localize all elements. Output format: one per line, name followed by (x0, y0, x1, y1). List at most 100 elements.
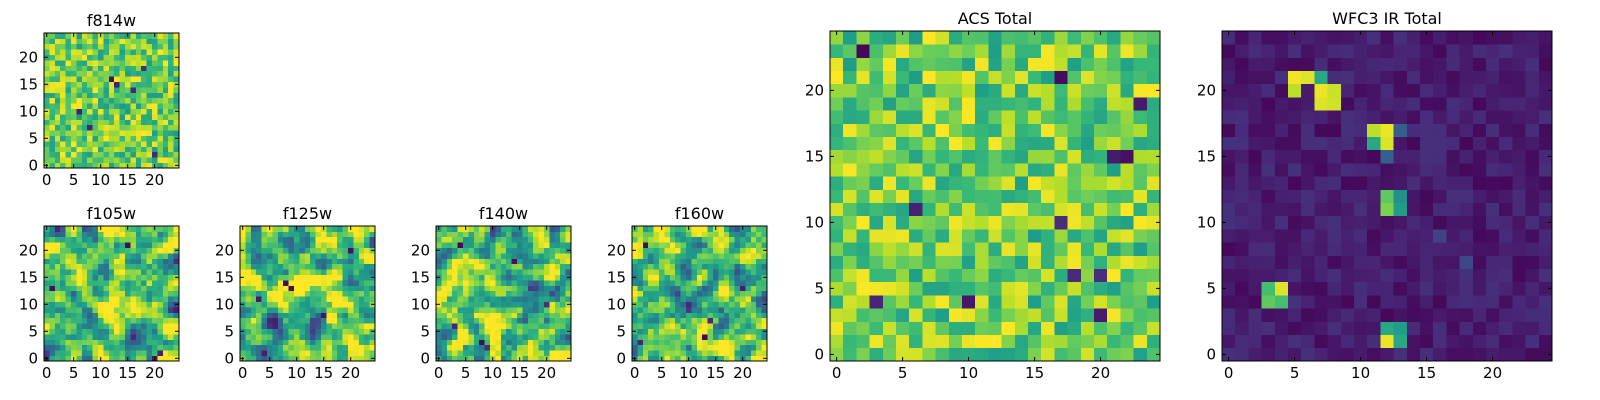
heatmap-cell (119, 328, 126, 335)
heatmap-cell (1538, 149, 1553, 164)
heatmap-cell (527, 323, 534, 329)
heatmap-cell (648, 328, 654, 335)
heatmap-cell (272, 247, 279, 254)
heatmap-cell (130, 124, 137, 131)
heatmap-cell (364, 247, 370, 254)
heatmap-cell (152, 231, 158, 238)
heatmap-cell (125, 124, 131, 131)
heatmap-cell (495, 253, 502, 259)
heatmap-cell (565, 242, 572, 248)
heatmap-cell (130, 242, 137, 248)
heatmap-cell (272, 296, 279, 302)
heatmap-cell (1014, 176, 1029, 190)
heatmap-cell (669, 258, 676, 265)
heatmap-cell (473, 280, 480, 286)
heatmap-cell (948, 308, 963, 322)
heatmap-cell (1314, 176, 1328, 190)
heatmap-cell (1499, 268, 1513, 283)
heatmap-cell (761, 242, 768, 248)
heatmap-cell (702, 339, 708, 346)
heatmap-cell (935, 308, 950, 322)
heatmap-cell (168, 87, 174, 93)
heatmap-cell (92, 92, 99, 99)
heatmap-cell (98, 124, 104, 131)
heatmap-cell (1222, 136, 1236, 151)
heatmap-cell (1538, 83, 1553, 98)
heatmap-cell (125, 70, 131, 77)
heatmap-cell (152, 236, 158, 243)
heatmap-cell (98, 323, 104, 329)
panel-title: f105w (87, 204, 136, 223)
heatmap-cell (756, 307, 762, 313)
heatmap-cell (830, 295, 844, 309)
heatmap-cell (125, 301, 131, 308)
heatmap-cell (745, 317, 752, 324)
heatmap-cell (761, 258, 768, 265)
heatmap-cell (157, 162, 164, 169)
heatmap-cell (1274, 163, 1289, 177)
heatmap-cell (92, 226, 99, 232)
heatmap-cell (648, 323, 654, 329)
heatmap-cell (146, 263, 153, 270)
heatmap-cell (935, 281, 950, 296)
heatmap-cell (1538, 321, 1553, 335)
heatmap-cell (713, 290, 719, 297)
heatmap-cell (1133, 255, 1148, 269)
heatmap-cell (173, 60, 180, 66)
heatmap-cell (1222, 229, 1236, 243)
heatmap-cell (135, 108, 142, 115)
heatmap-cell (1094, 255, 1108, 269)
heatmap-cell (479, 274, 485, 281)
x-tick-label: 10 (959, 364, 978, 382)
heatmap-cell (446, 312, 453, 319)
heatmap-cell (81, 92, 88, 99)
heatmap-cell (632, 323, 638, 329)
heatmap-cell (441, 334, 448, 340)
heatmap-cell (1340, 189, 1355, 203)
heatmap-cell (1274, 149, 1289, 164)
heatmap-cell (1288, 110, 1302, 124)
heatmap-cell (544, 290, 550, 297)
heatmap-cell (544, 253, 550, 259)
heatmap-cell (882, 110, 897, 124)
heatmap-cell (554, 350, 561, 356)
heatmap-cell (723, 226, 730, 232)
heatmap-cell (168, 323, 174, 329)
heatmap-cell (975, 281, 989, 296)
heatmap-cell (162, 135, 169, 142)
heatmap-cell (856, 215, 870, 230)
heatmap-cell (125, 290, 131, 297)
heatmap-cell (141, 339, 147, 346)
heatmap-cell (119, 141, 126, 147)
heatmap-cell (71, 301, 77, 308)
heatmap-cell (1512, 334, 1526, 349)
heatmap-cell (713, 263, 719, 270)
heatmap-cell (988, 44, 1002, 58)
heatmap-cell (250, 258, 257, 265)
heatmap-cell (288, 328, 295, 335)
heatmap-cell (680, 344, 687, 351)
heatmap-cell (506, 307, 512, 313)
heatmap-cell (1486, 189, 1500, 203)
heatmap-cell (240, 323, 246, 329)
heatmap-cell (81, 87, 88, 93)
heatmap-cell (1054, 215, 1068, 230)
heatmap-cell (267, 301, 273, 308)
heatmap-cell (240, 285, 246, 292)
heatmap-cell (71, 274, 77, 281)
heatmap-cell (468, 355, 475, 362)
heatmap-cell (348, 301, 354, 308)
heatmap-cell (664, 339, 671, 346)
heatmap-cell (1433, 31, 1447, 45)
heatmap-cell (436, 307, 442, 313)
heatmap-cell (659, 231, 665, 238)
heatmap-cell (707, 274, 714, 281)
heatmap-cell (125, 236, 131, 243)
heatmap-cell (922, 242, 936, 256)
heatmap-cell (1525, 163, 1540, 177)
heatmap-cell (310, 231, 316, 238)
heatmap-cell (321, 231, 327, 238)
heatmap-cell (1001, 163, 1016, 177)
heatmap-cell (1433, 255, 1447, 269)
heatmap-cell (240, 236, 246, 243)
